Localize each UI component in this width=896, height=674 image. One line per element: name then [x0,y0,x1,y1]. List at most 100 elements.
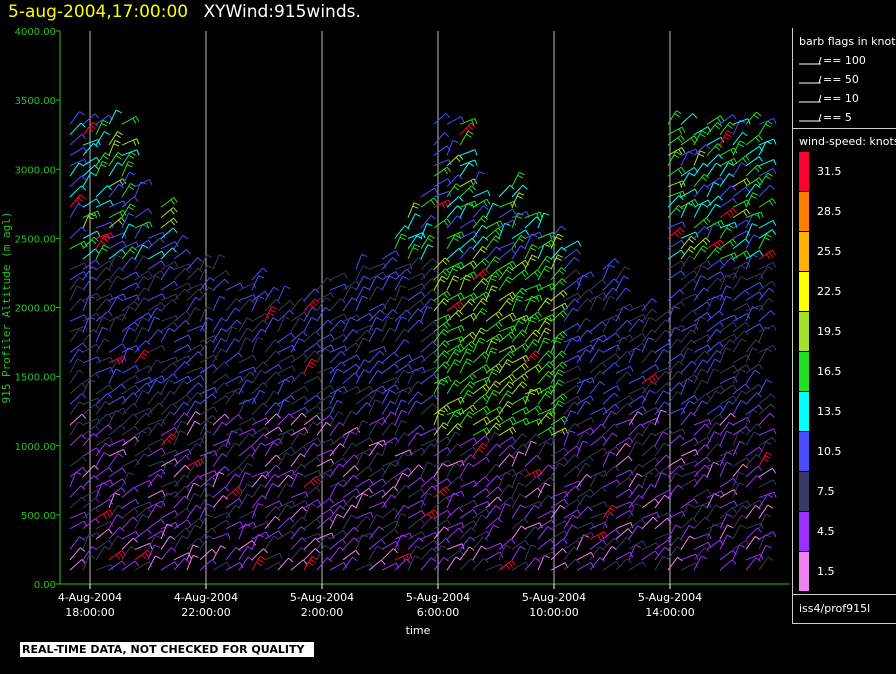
wind-barb [537,385,552,395]
wind-barb-flag [495,422,502,428]
wind-barb-flag [679,434,685,441]
wind-barb [95,546,106,561]
wind-barb [537,476,551,488]
wind-barb [537,327,547,343]
wind-barb-flag [668,490,673,496]
wind-barb [641,329,653,343]
wind-barb [134,365,150,374]
wind-barb [758,436,773,447]
wind-barb-flag [444,340,450,345]
wind-barb-flag [575,269,581,275]
wind-barb [732,354,748,364]
wind-barb [342,527,355,540]
wind-barb-flag [117,535,123,540]
wind-barb-flag [79,536,85,541]
wind-barb-flag [197,351,203,357]
wind-barb [706,522,723,530]
wind-barb-flag [118,219,123,225]
wind-barb [498,436,513,447]
wind-barb [394,420,402,436]
wind-barb-flag [613,278,619,284]
wind-barb [511,472,519,488]
wind-barb-flag [535,366,540,372]
wind-barb [69,271,84,281]
wind-barb [563,354,579,364]
wind-barb-flag [185,527,191,533]
wind-barb [745,273,761,281]
wind-barb-flag [277,364,283,370]
wind-barb [641,364,656,374]
wind-barb [433,422,444,436]
wind-barb-flag [239,521,244,528]
wind-barb-flag [170,209,175,215]
wind-barb-flag [485,383,490,390]
colorbar-label: 7.5 [817,485,835,498]
wind-barb [342,431,351,446]
wind-barb [199,527,213,540]
wind-barb-flag [573,546,579,552]
wind-barb [147,293,163,302]
wind-barb-flag [123,200,127,207]
wind-barb-flag [118,183,124,189]
wind-barb [745,363,760,374]
wind-barb [173,394,188,405]
barb-legend-title: barb flags in knots [799,35,896,48]
wind-barb [277,557,289,571]
wind-barb [95,498,110,509]
wind-barb [472,236,484,250]
wind-barb [303,518,317,530]
wind-barb-flag [734,222,738,229]
wind-barb-flag [104,338,110,343]
wind-barb [719,347,727,363]
wind-barb-flag [417,308,423,313]
wind-barb [641,550,656,561]
wind-barb-flag [486,198,491,205]
wind-barb-flag [491,347,498,351]
wind-barb-flag [506,269,512,274]
wind-barb [134,317,143,332]
wind-barb [108,109,117,125]
wind-barb-flag [677,205,684,210]
wind-barb [459,437,475,447]
wind-barb [667,270,682,281]
wind-barb [277,483,287,498]
wind-barb [394,268,408,281]
wind-barb [368,559,382,571]
wind-barb-flag [162,438,166,445]
wind-barb [667,536,679,550]
wind-barb [719,173,730,187]
wind-barb [628,375,644,384]
wind-barb [238,510,254,519]
wind-barb-flag [471,119,475,126]
wind-barb-flag [154,275,161,279]
wind-barb [667,180,684,187]
wind-barb-flag [664,546,670,552]
wind-barb-flag [654,550,660,557]
wind-barb-flag [102,237,109,242]
wind-barb [446,265,455,281]
data-source-label: iss4/prof915l [799,602,871,615]
wind-barb-flag [94,507,100,513]
wind-barb-flag [665,319,671,325]
wind-barb [654,546,666,561]
wind-barb [511,171,520,187]
wind-barb-flag [447,376,452,382]
wind-barb [108,232,125,239]
wind-barb [173,412,185,426]
wind-barb-flag [551,510,556,517]
wind-barb [368,421,378,436]
wind-barb [550,447,565,457]
wind-barb-flag [601,486,607,493]
wind-barb-flag [519,290,525,295]
wind-barb [719,489,735,499]
wind-barb [108,240,124,250]
wind-barb [433,190,450,198]
wind-barb-flag [441,545,447,549]
wind-barb-flag [484,268,490,274]
colorbar-label: 10.5 [817,445,842,458]
wind-barb [537,265,547,281]
wind-barb [550,498,565,509]
wind-barb [485,422,497,436]
wind-barb [563,395,579,405]
wind-barb [186,411,196,426]
